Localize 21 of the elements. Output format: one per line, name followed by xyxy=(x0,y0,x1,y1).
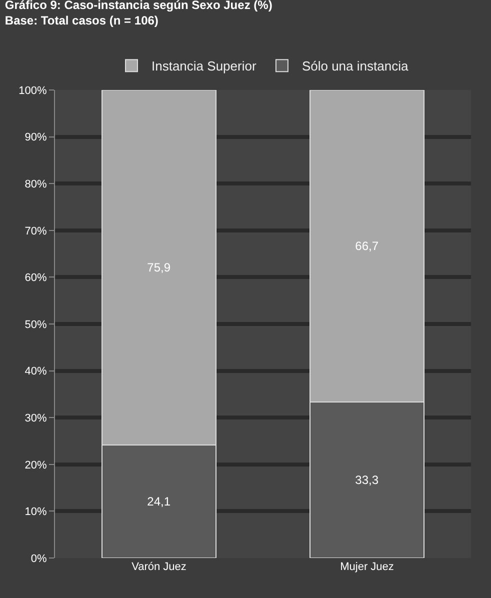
y-tick-label: 70% xyxy=(24,225,48,238)
x-tick-label: Mujer Juez xyxy=(340,561,394,573)
data-label: 24,1 xyxy=(147,494,171,509)
chart-subtitle: Base: Total casos (n = 106) xyxy=(4,14,158,28)
data-label: 75,9 xyxy=(147,260,171,275)
y-tick-label: 80% xyxy=(24,178,48,190)
y-tick-label: 30% xyxy=(24,412,48,424)
y-tick-label: 40% xyxy=(24,366,48,378)
y-tick-label: 50% xyxy=(24,318,48,331)
x-tick-label: Varón Juez xyxy=(132,561,186,573)
chart-title: Gráfico 9: Caso-instancia según Sexo Juez (%) xyxy=(4,0,272,12)
y-tick-label: 10% xyxy=(24,506,48,518)
y-tick-label: 100% xyxy=(18,84,48,97)
y-tick-label: 20% xyxy=(24,459,48,472)
data-label: 33,3 xyxy=(355,473,379,488)
legend-label: Sólo una instancia xyxy=(302,58,409,74)
data-label: 66,7 xyxy=(355,239,379,254)
y-tick-label: 60% xyxy=(24,272,48,284)
y-tick-label: 90% xyxy=(24,132,48,144)
legend-label: Instancia Superior xyxy=(152,58,257,74)
y-tick-label: 0% xyxy=(30,552,48,565)
